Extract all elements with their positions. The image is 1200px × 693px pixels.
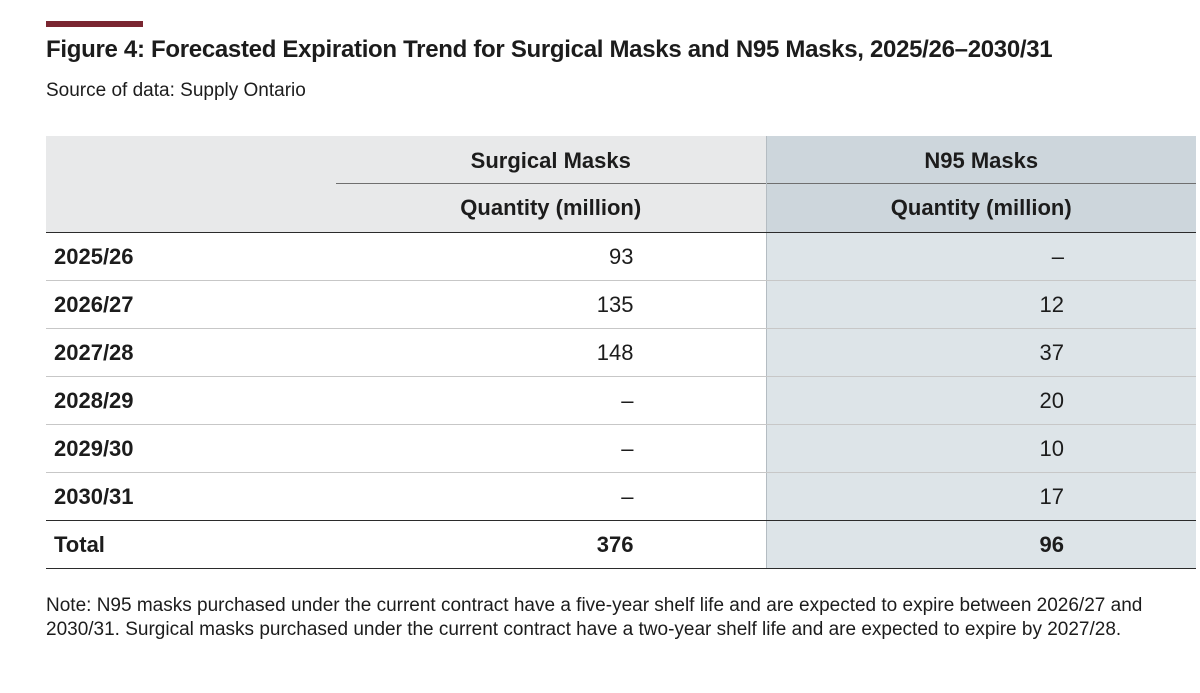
expiration-table: Surgical Masks N95 Masks Quantity (milli… <box>46 136 1196 569</box>
table-row: 2026/27 135 12 <box>46 280 1196 329</box>
table-row: 2029/30 – 10 <box>46 424 1196 473</box>
header-surgical-masks: Surgical Masks <box>336 136 766 184</box>
figure-title: Figure 4: Forecasted Expiration Trend fo… <box>46 36 1053 63</box>
row-n95-value: 20 <box>765 376 1196 425</box>
row-year: 2029/30 <box>46 424 336 473</box>
row-surgical-value: 135 <box>336 280 766 329</box>
row-year: 2030/31 <box>46 472 336 521</box>
subheader-surgical-unit: Quantity (million) <box>336 184 766 233</box>
table-row: 2028/29 – 20 <box>46 376 1196 425</box>
accent-bar <box>46 21 143 27</box>
row-surgical-value: – <box>336 472 766 521</box>
row-n95-value: – <box>765 232 1196 281</box>
row-n95-value: 17 <box>765 472 1196 521</box>
row-surgical-value: – <box>336 424 766 473</box>
row-n95-value: 12 <box>765 280 1196 329</box>
row-surgical-value: – <box>336 376 766 425</box>
header-blank-cell <box>46 136 336 233</box>
table-row: 2030/31 – 17 <box>46 472 1196 521</box>
row-surgical-value: 148 <box>336 328 766 377</box>
row-year: 2027/28 <box>46 328 336 377</box>
total-row: Total 376 96 <box>46 520 1196 569</box>
subheader-n95-unit: Quantity (million) <box>765 184 1196 233</box>
row-n95-value: 37 <box>765 328 1196 377</box>
table-row: 2027/28 148 37 <box>46 328 1196 377</box>
total-label: Total <box>46 520 336 569</box>
header-surgical-label: Surgical Masks <box>336 136 766 184</box>
row-surgical-value: 93 <box>336 232 766 281</box>
figure-note: Note: N95 masks purchased under the curr… <box>46 595 1143 640</box>
row-n95-value: 10 <box>765 424 1196 473</box>
figure-source: Source of data: Supply Ontario <box>46 80 306 101</box>
total-surgical-value: 376 <box>336 520 766 569</box>
row-year: 2026/27 <box>46 280 336 329</box>
table-row: 2025/26 93 – <box>46 232 1196 281</box>
row-year: 2028/29 <box>46 376 336 425</box>
header-n95-label: N95 Masks <box>766 136 1196 184</box>
total-n95-value: 96 <box>765 520 1196 569</box>
row-year: 2025/26 <box>46 232 336 281</box>
table-header-row: Surgical Masks N95 Masks <box>46 136 1196 233</box>
table-subheader-row: Quantity (million) Quantity (million) <box>46 184 1196 233</box>
header-n95-masks: N95 Masks <box>765 136 1196 184</box>
